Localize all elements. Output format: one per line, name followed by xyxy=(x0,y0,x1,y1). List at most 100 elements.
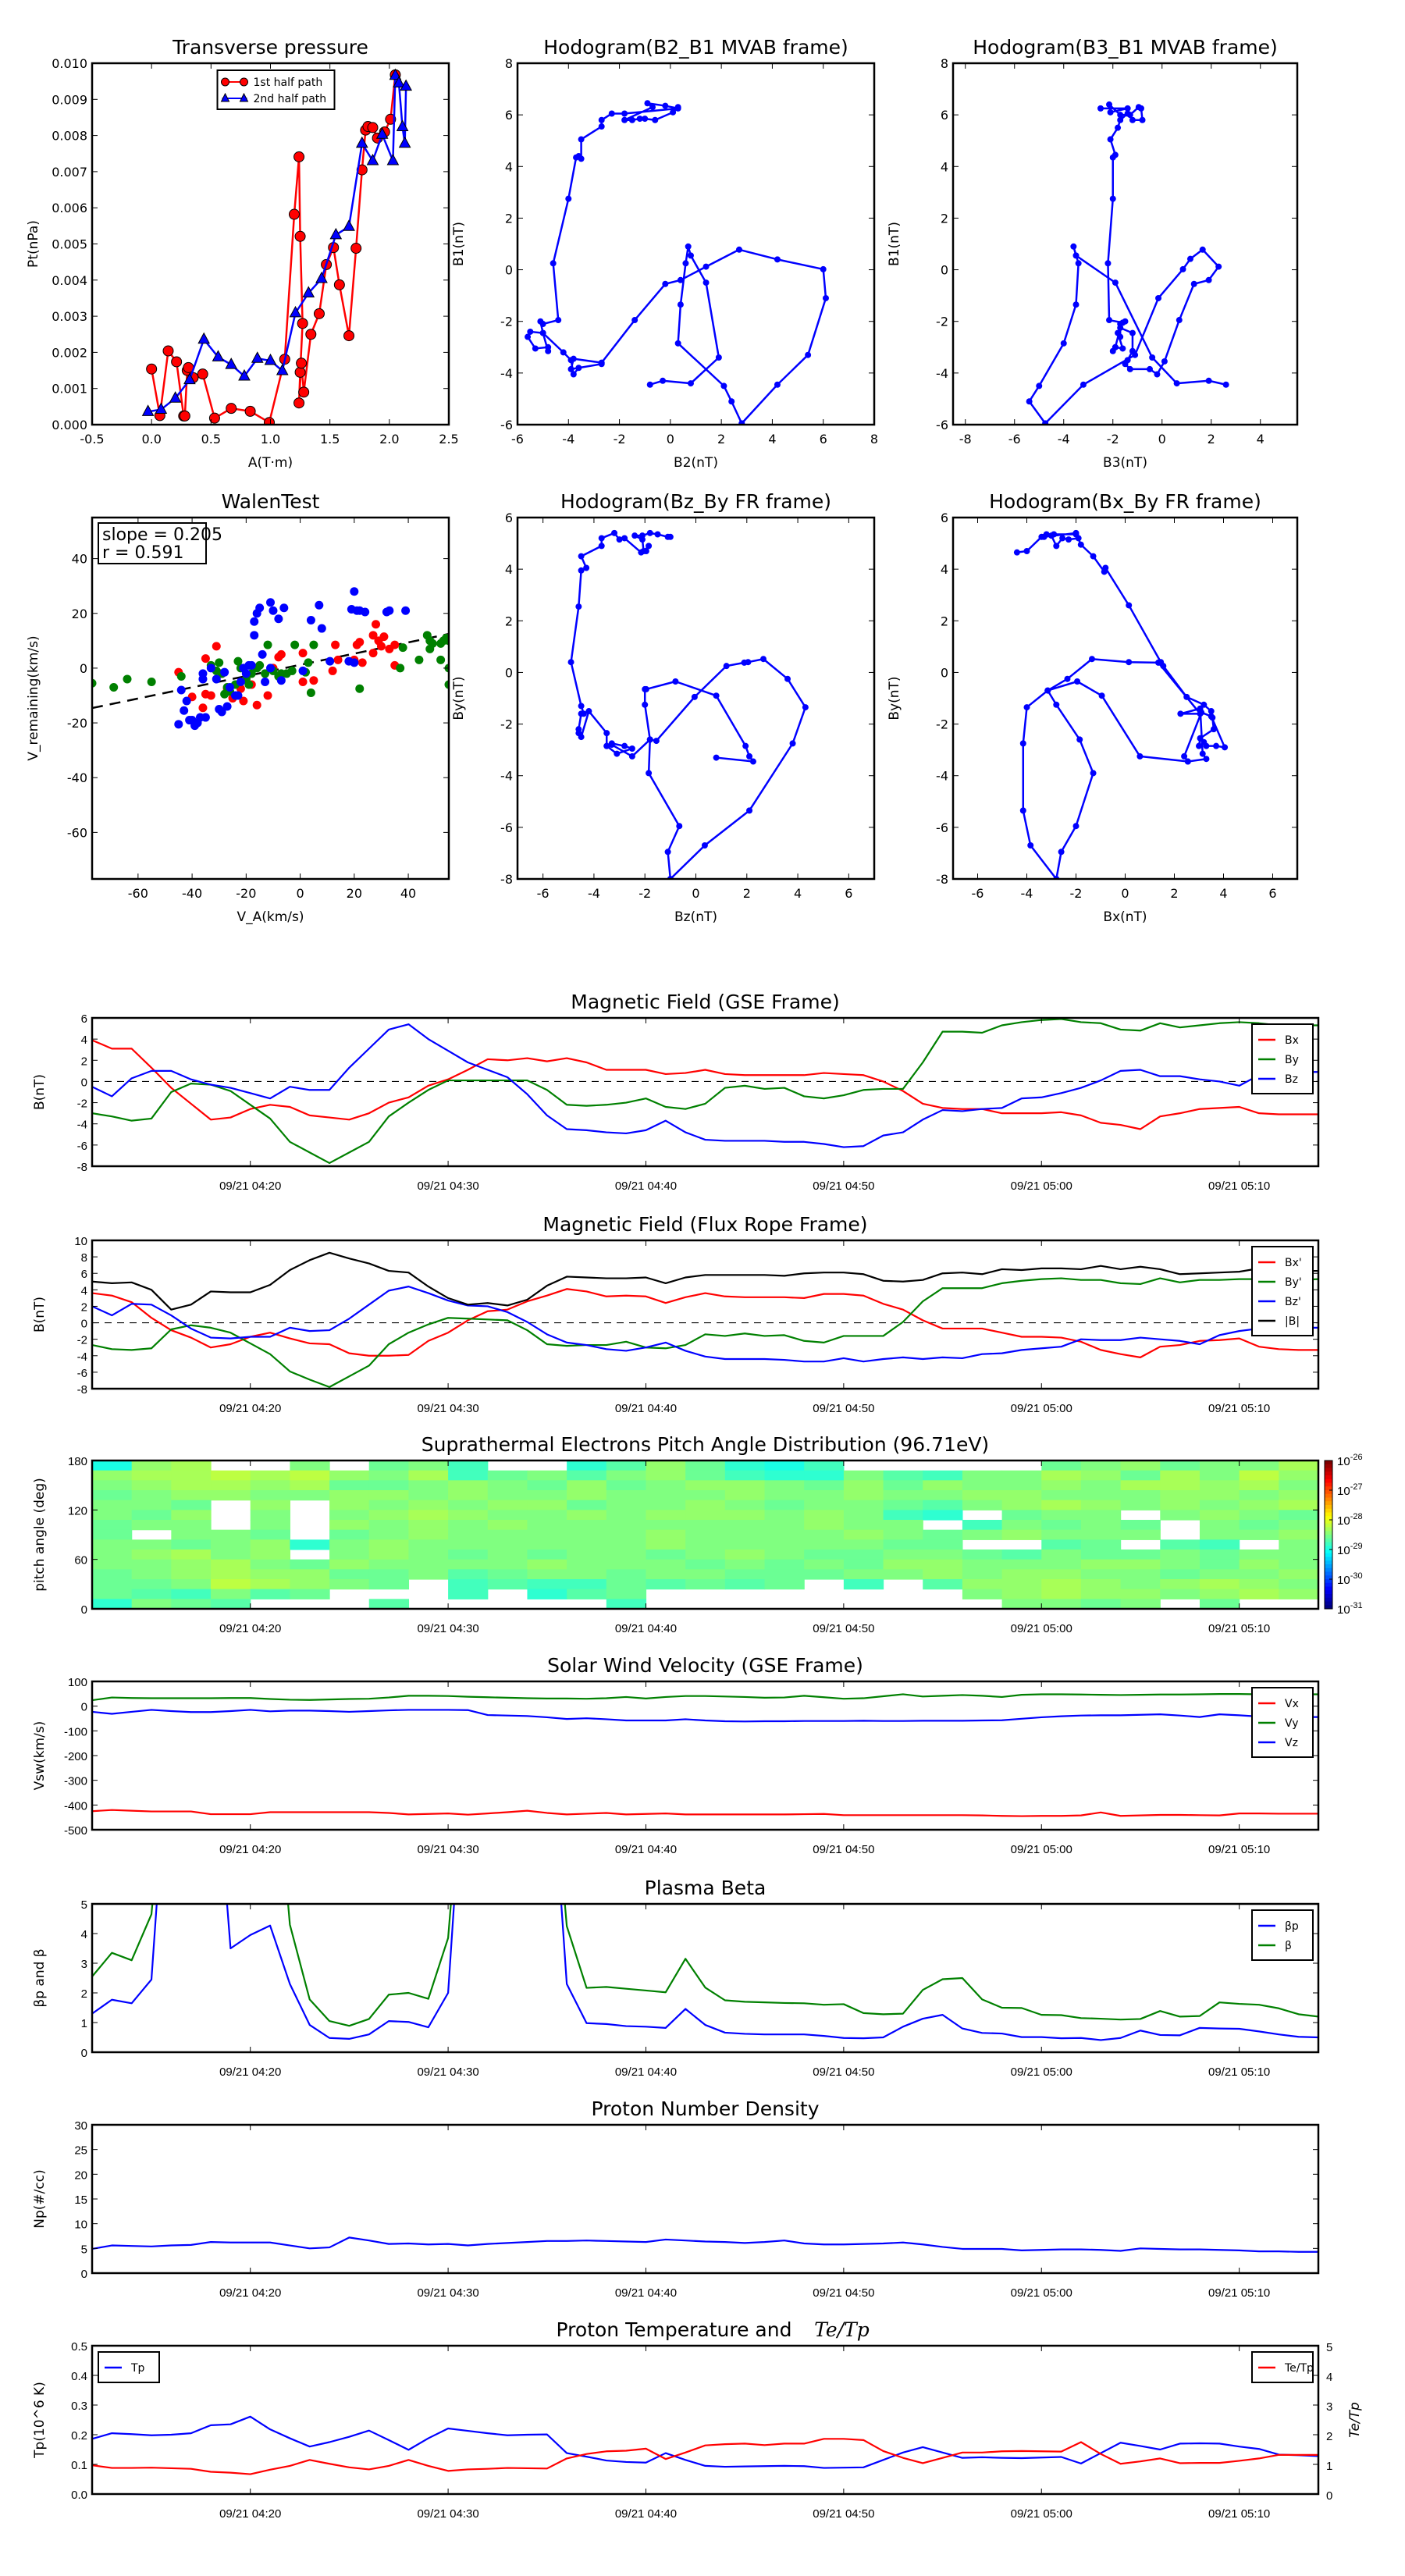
heatmap-cell xyxy=(527,1520,567,1531)
x-tick-label: 6 xyxy=(1268,886,1276,901)
data-point xyxy=(212,350,225,361)
heatmap-cell xyxy=(646,1510,686,1521)
heatmap-cell xyxy=(567,1461,607,1471)
plot-frame xyxy=(951,62,1299,426)
heatmap-cell xyxy=(290,1569,330,1580)
data-point xyxy=(720,382,727,390)
x-tick-label: -20 xyxy=(236,886,256,901)
heatmap-cell xyxy=(923,1579,963,1590)
heatmap-cell xyxy=(487,1550,528,1560)
colorbar-segment xyxy=(1325,1520,1332,1525)
data-point xyxy=(1044,687,1051,694)
heatmap-cell xyxy=(962,1569,1003,1580)
data-point xyxy=(1208,713,1215,720)
data-point xyxy=(701,842,708,849)
heatmap-cell xyxy=(1239,1461,1279,1471)
data-point xyxy=(309,640,318,649)
data-point xyxy=(1222,381,1229,388)
heatmap-cell xyxy=(685,1529,726,1540)
data-point xyxy=(1090,553,1097,560)
heatmap-cell xyxy=(131,1500,172,1510)
data-point xyxy=(1019,807,1026,814)
data-point xyxy=(1129,116,1136,123)
heatmap-cell xyxy=(171,1599,212,1610)
data-point xyxy=(1060,340,1067,347)
y-tick-label: 2 xyxy=(941,614,948,628)
heatmap-cell xyxy=(1239,1490,1279,1501)
data-point xyxy=(197,368,208,380)
data-point xyxy=(662,102,669,109)
data-point xyxy=(201,713,210,722)
colorbar-segment xyxy=(1325,1586,1332,1591)
heatmap-cell xyxy=(962,1589,1003,1599)
data-point xyxy=(638,549,645,556)
colorbar-segment xyxy=(1325,1597,1332,1602)
x-tick-label: 09/21 05:10 xyxy=(1208,1179,1270,1193)
data-point xyxy=(1147,365,1153,372)
data-point xyxy=(1065,536,1072,543)
series-line-vx xyxy=(92,1809,1318,1817)
x-tick-label: -4 xyxy=(1058,432,1070,447)
data-point xyxy=(296,358,308,369)
data-point xyxy=(687,252,694,259)
data-point xyxy=(1129,329,1136,336)
chart-title: Hodogram(Bx_By FR frame) xyxy=(989,490,1261,513)
data-point xyxy=(176,671,186,681)
data-point xyxy=(313,308,325,319)
heatmap-cell xyxy=(329,1539,370,1550)
data-point xyxy=(1197,735,1204,742)
heatmap-cell xyxy=(1239,1569,1279,1580)
data-point xyxy=(1075,260,1082,267)
x-tick-label: 09/21 04:20 xyxy=(219,1843,281,1856)
colorbar-segment xyxy=(1325,1490,1332,1495)
y-tick-label: 10 xyxy=(74,2218,87,2232)
heatmap-cell xyxy=(804,1490,845,1501)
y-tick-label: 180 xyxy=(68,1455,87,1468)
data-point xyxy=(251,351,264,363)
heatmap-cell xyxy=(646,1529,686,1540)
data-point xyxy=(385,606,394,615)
heatmap-cell xyxy=(92,1559,133,1570)
heatmap-cell xyxy=(368,1510,410,1521)
heatmap-cell xyxy=(527,1470,567,1481)
colorbar-label: 10-26 xyxy=(1337,1453,1363,1468)
heatmap-cell xyxy=(724,1559,766,1570)
heatmap-cell xyxy=(567,1480,607,1491)
x-tick-label: -2 xyxy=(638,886,651,901)
y-tick-label: 0.1 xyxy=(71,2459,87,2472)
heatmap-cell xyxy=(448,1490,489,1501)
chart-title: Magnetic Field (GSE Frame) xyxy=(571,991,839,1013)
x-tick-label: 09/21 05:00 xyxy=(1011,1843,1072,1856)
data-point xyxy=(1076,736,1083,743)
data-point xyxy=(244,680,254,689)
data-point xyxy=(1176,317,1183,324)
y-tick-label: -6 xyxy=(77,1367,87,1380)
heatmap-cell xyxy=(724,1569,766,1580)
heatmap-cell xyxy=(329,1520,370,1531)
heatmap-cell xyxy=(883,1510,923,1521)
data-point xyxy=(357,658,367,667)
y-tick-label: -2 xyxy=(936,717,948,732)
series-line-bz- xyxy=(92,1286,1318,1363)
y-tick-label: -6 xyxy=(936,418,948,432)
data-point xyxy=(206,691,215,700)
heatmap-cell xyxy=(1080,1490,1122,1501)
x-tick-label: -6 xyxy=(972,886,984,901)
data-point xyxy=(774,381,781,388)
data-point xyxy=(738,420,745,425)
x-tick-label: 6 xyxy=(820,432,827,447)
data-point xyxy=(1126,365,1133,372)
y-axis-label: B(nT) xyxy=(32,1297,48,1332)
heatmap-cell xyxy=(1001,1470,1042,1481)
heatmap-cell xyxy=(567,1539,607,1550)
y-tick-label: 0 xyxy=(505,665,513,680)
heatmap-cell xyxy=(131,1599,172,1610)
heatmap-cell xyxy=(1279,1539,1319,1550)
y-tick-label: -8 xyxy=(77,1161,87,1174)
colorbar-segment xyxy=(1325,1471,1332,1476)
colorbar-segment xyxy=(1325,1538,1332,1542)
colorbar-segment xyxy=(1325,1579,1332,1584)
x-tick-label: 09/21 05:10 xyxy=(1208,1843,1270,1856)
heatmap-cell xyxy=(804,1500,845,1510)
data-point xyxy=(560,349,567,356)
